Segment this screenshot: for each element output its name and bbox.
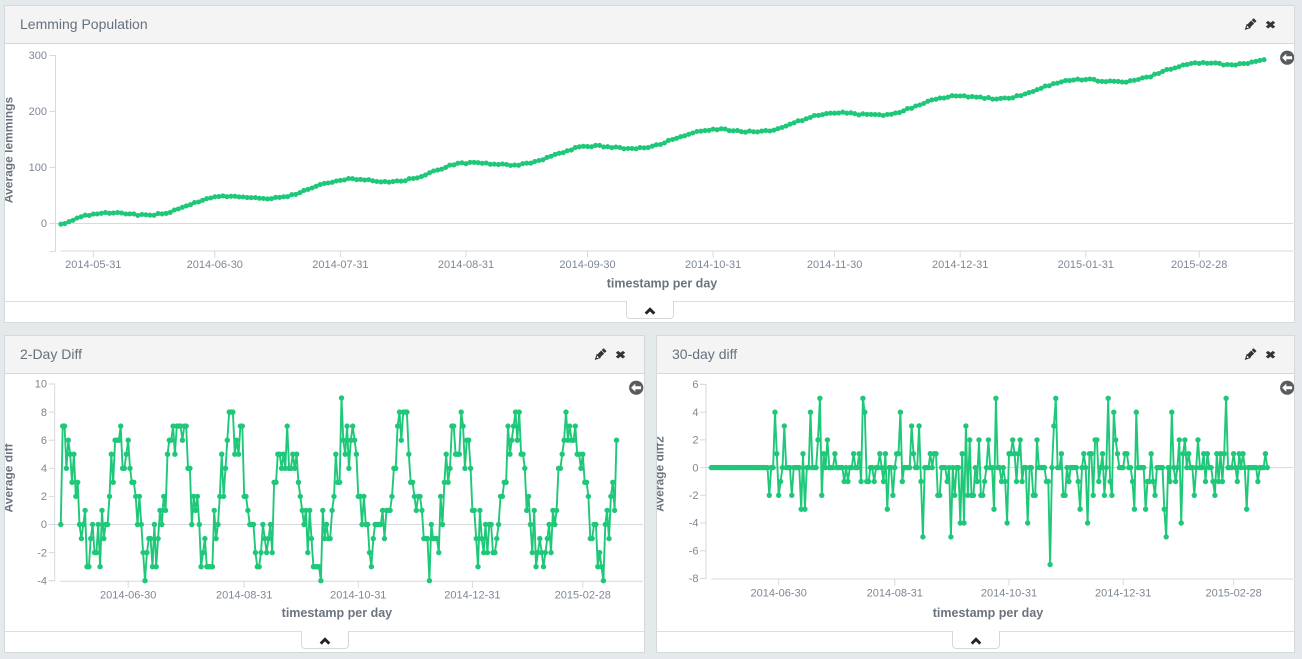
svg-text:2014-08-31: 2014-08-31: [867, 588, 923, 600]
svg-text:4: 4: [41, 463, 47, 475]
svg-text:10: 10: [35, 379, 47, 391]
svg-text:0: 0: [41, 519, 47, 531]
svg-text:2014-12-31: 2014-12-31: [1095, 588, 1151, 600]
svg-text:2014-09-30: 2014-09-30: [559, 259, 615, 271]
svg-text:2015-02-28: 2015-02-28: [555, 589, 611, 601]
svg-text:2: 2: [41, 491, 47, 503]
svg-text:2015-02-28: 2015-02-28: [1171, 259, 1227, 271]
svg-text:-2: -2: [37, 547, 47, 559]
svg-text:-6: -6: [689, 546, 699, 558]
svg-text:2014-10-31: 2014-10-31: [685, 259, 741, 271]
svg-text:2014-06-30: 2014-06-30: [187, 259, 243, 271]
svg-text:-8: -8: [689, 573, 699, 585]
svg-text:8: 8: [41, 407, 47, 419]
svg-text:200: 200: [29, 106, 47, 118]
svg-text:timestamp per day: timestamp per day: [607, 277, 718, 291]
svg-text:2014-08-31: 2014-08-31: [438, 259, 494, 271]
svg-text:2: 2: [692, 435, 698, 447]
svg-text:-4: -4: [689, 518, 699, 530]
svg-text:Average diff: Average diff: [5, 443, 16, 513]
svg-text:timestamp per day: timestamp per day: [933, 606, 1044, 620]
svg-text:timestamp per day: timestamp per day: [282, 606, 393, 620]
svg-text:4: 4: [692, 407, 698, 419]
svg-text:2014-05-31: 2014-05-31: [65, 259, 121, 271]
svg-text:-2: -2: [689, 490, 699, 502]
svg-text:2014-10-31: 2014-10-31: [981, 588, 1037, 600]
svg-text:2014-06-30: 2014-06-30: [100, 589, 156, 601]
svg-text:100: 100: [29, 162, 47, 174]
svg-text:2014-07-31: 2014-07-31: [312, 259, 368, 271]
svg-text:0: 0: [41, 218, 47, 230]
svg-text:6: 6: [41, 435, 47, 447]
svg-text:0: 0: [692, 462, 698, 474]
svg-text:6: 6: [692, 379, 698, 391]
svg-text:-4: -4: [37, 575, 47, 587]
svg-text:2014-12-31: 2014-12-31: [444, 589, 500, 601]
svg-text:2014-11-30: 2014-11-30: [807, 259, 862, 271]
svg-text:2015-01-31: 2015-01-31: [1058, 259, 1114, 271]
svg-text:2014-10-31: 2014-10-31: [330, 589, 386, 601]
svg-text:2014-08-31: 2014-08-31: [216, 589, 272, 601]
svg-text:2015-02-28: 2015-02-28: [1205, 588, 1261, 600]
svg-text:Average diff2: Average diff2: [657, 436, 667, 512]
svg-text:Average lemmings: Average lemmings: [5, 97, 16, 204]
svg-text:300: 300: [29, 50, 47, 62]
svg-text:2014-06-30: 2014-06-30: [751, 588, 807, 600]
svg-text:2014-12-31: 2014-12-31: [932, 259, 988, 271]
